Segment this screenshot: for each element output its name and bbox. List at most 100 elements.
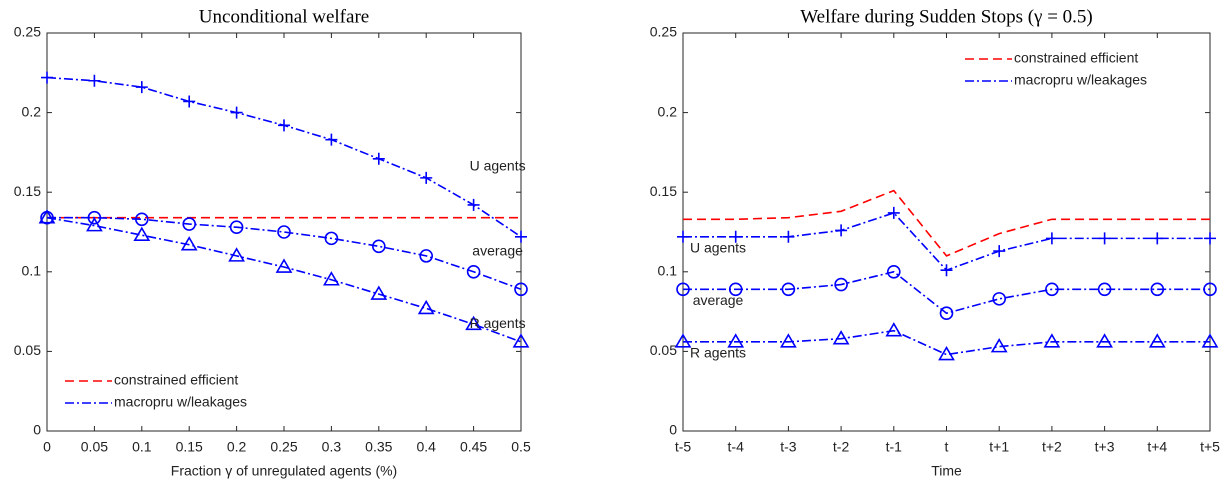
marker-circle	[1150, 282, 1165, 297]
x-tick-label: t-4	[728, 439, 745, 455]
marker-triangle	[275, 258, 293, 273]
marker-circle	[371, 239, 386, 254]
marker-circle	[728, 282, 743, 297]
marker-triangle	[990, 338, 1008, 353]
marker-plus	[940, 264, 953, 277]
y-tick-label: 0	[33, 422, 41, 438]
legend-label: macropru w/leakages	[1014, 72, 1147, 88]
x-tick-label: 0.05	[81, 439, 108, 455]
x-tick-label: t+3	[1095, 439, 1115, 455]
y-tick-label: 0.15	[14, 183, 41, 199]
marker-plus	[993, 245, 1006, 258]
y-tick-label: 0	[669, 422, 677, 438]
marker-plus	[230, 106, 243, 119]
y-tick-label: 0.25	[14, 24, 41, 40]
chart-title: Welfare during Sudden Stops (γ = 0.5)	[800, 6, 1093, 27]
marker-plus	[1204, 232, 1216, 245]
x-tick-label: t-5	[675, 439, 692, 455]
x-tick-label: 0.25	[270, 439, 297, 455]
series-annotation: average	[693, 292, 744, 308]
marker-triangle	[1043, 333, 1061, 348]
marker-circle	[466, 264, 481, 279]
marker-plus	[183, 95, 196, 108]
marker-plus	[887, 206, 900, 219]
y-tick-label: 0.2	[22, 103, 42, 119]
marker-triangle	[780, 333, 797, 348]
marker-circle	[87, 210, 102, 225]
x-tick-label: 0.3	[322, 439, 342, 455]
marker-triangle	[1096, 333, 1113, 348]
marker-triangle	[370, 285, 388, 300]
marker-triangle	[1148, 333, 1166, 348]
marker-triangle	[938, 345, 955, 361]
marker-plus	[325, 133, 338, 146]
marker-circle	[676, 282, 690, 297]
x-tick-label: t-1	[886, 439, 903, 455]
x-tick-label: 0.5	[511, 439, 531, 455]
marker-triangle	[133, 226, 151, 241]
x-tick-label: t+2	[1042, 439, 1062, 455]
marker-circle	[182, 217, 196, 231]
marker-plus	[1151, 232, 1164, 245]
marker-plus	[420, 171, 433, 184]
series-line	[683, 189, 1210, 257]
marker-plus	[41, 71, 53, 84]
marker-plus	[729, 230, 742, 243]
y-tick-label: 0.1	[658, 263, 678, 279]
series-line	[683, 211, 1210, 272]
series-line	[46, 216, 522, 343]
series-line	[683, 270, 1210, 315]
marker-triangle	[1201, 333, 1219, 348]
marker-triangle	[674, 333, 692, 348]
x-tick-label: 0.35	[365, 439, 392, 455]
marker-circle	[135, 212, 149, 227]
marker-circle	[781, 282, 796, 297]
y-tick-label: 0.1	[22, 263, 42, 279]
marker-triangle	[885, 322, 903, 337]
x-tick-label: 0.1	[132, 439, 152, 455]
marker-triangle	[465, 315, 482, 331]
x-tick-label: t	[945, 439, 949, 455]
marker-triangle	[832, 330, 850, 345]
marker-triangle	[417, 299, 435, 315]
x-tick-label: t+5	[1200, 439, 1220, 455]
series-annotation: R agents	[470, 315, 526, 331]
marker-circle	[992, 292, 1007, 306]
marker-circle	[939, 306, 954, 320]
marker-triangle	[323, 271, 340, 286]
chart-title: Unconditional welfare	[199, 6, 369, 27]
marker-plus	[677, 230, 689, 243]
marker-circle	[1097, 282, 1112, 297]
marker-triangle	[228, 247, 245, 262]
y-tick-label: 0.05	[650, 342, 677, 358]
marker-triangle	[180, 236, 198, 251]
marker-circle	[1203, 282, 1217, 297]
marker-plus	[1045, 232, 1058, 245]
x-tick-label: t-2	[833, 439, 850, 455]
x-tick-label: 0.2	[227, 439, 247, 455]
y-tick-label: 0.2	[658, 103, 678, 119]
x-tick-label: 0.4	[416, 439, 436, 455]
series-line	[46, 76, 522, 238]
marker-circle	[324, 231, 339, 246]
x-tick-label: t+4	[1147, 439, 1167, 455]
x-axis-label: Time	[931, 463, 962, 479]
y-tick-label: 0.25	[650, 24, 677, 40]
marker-plus	[782, 230, 795, 243]
series-annotation: R agents	[690, 345, 746, 361]
marker-circle	[886, 264, 901, 279]
marker-circle	[834, 277, 848, 292]
x-tick-label: 0	[43, 439, 51, 455]
marker-triangle	[727, 333, 745, 348]
x-axis-label: Fraction γ of unregulated agents (%)	[171, 463, 397, 479]
y-tick-label: 0.15	[650, 183, 677, 199]
marker-plus	[88, 74, 101, 87]
x-tick-label: t+1	[989, 439, 1009, 455]
marker-circle	[229, 220, 244, 235]
x-tick-label: 0.15	[176, 439, 203, 455]
marker-triangle	[86, 217, 103, 232]
marker-circle	[277, 225, 291, 239]
marker-plus	[278, 119, 290, 132]
series-annotation: average	[472, 243, 523, 259]
